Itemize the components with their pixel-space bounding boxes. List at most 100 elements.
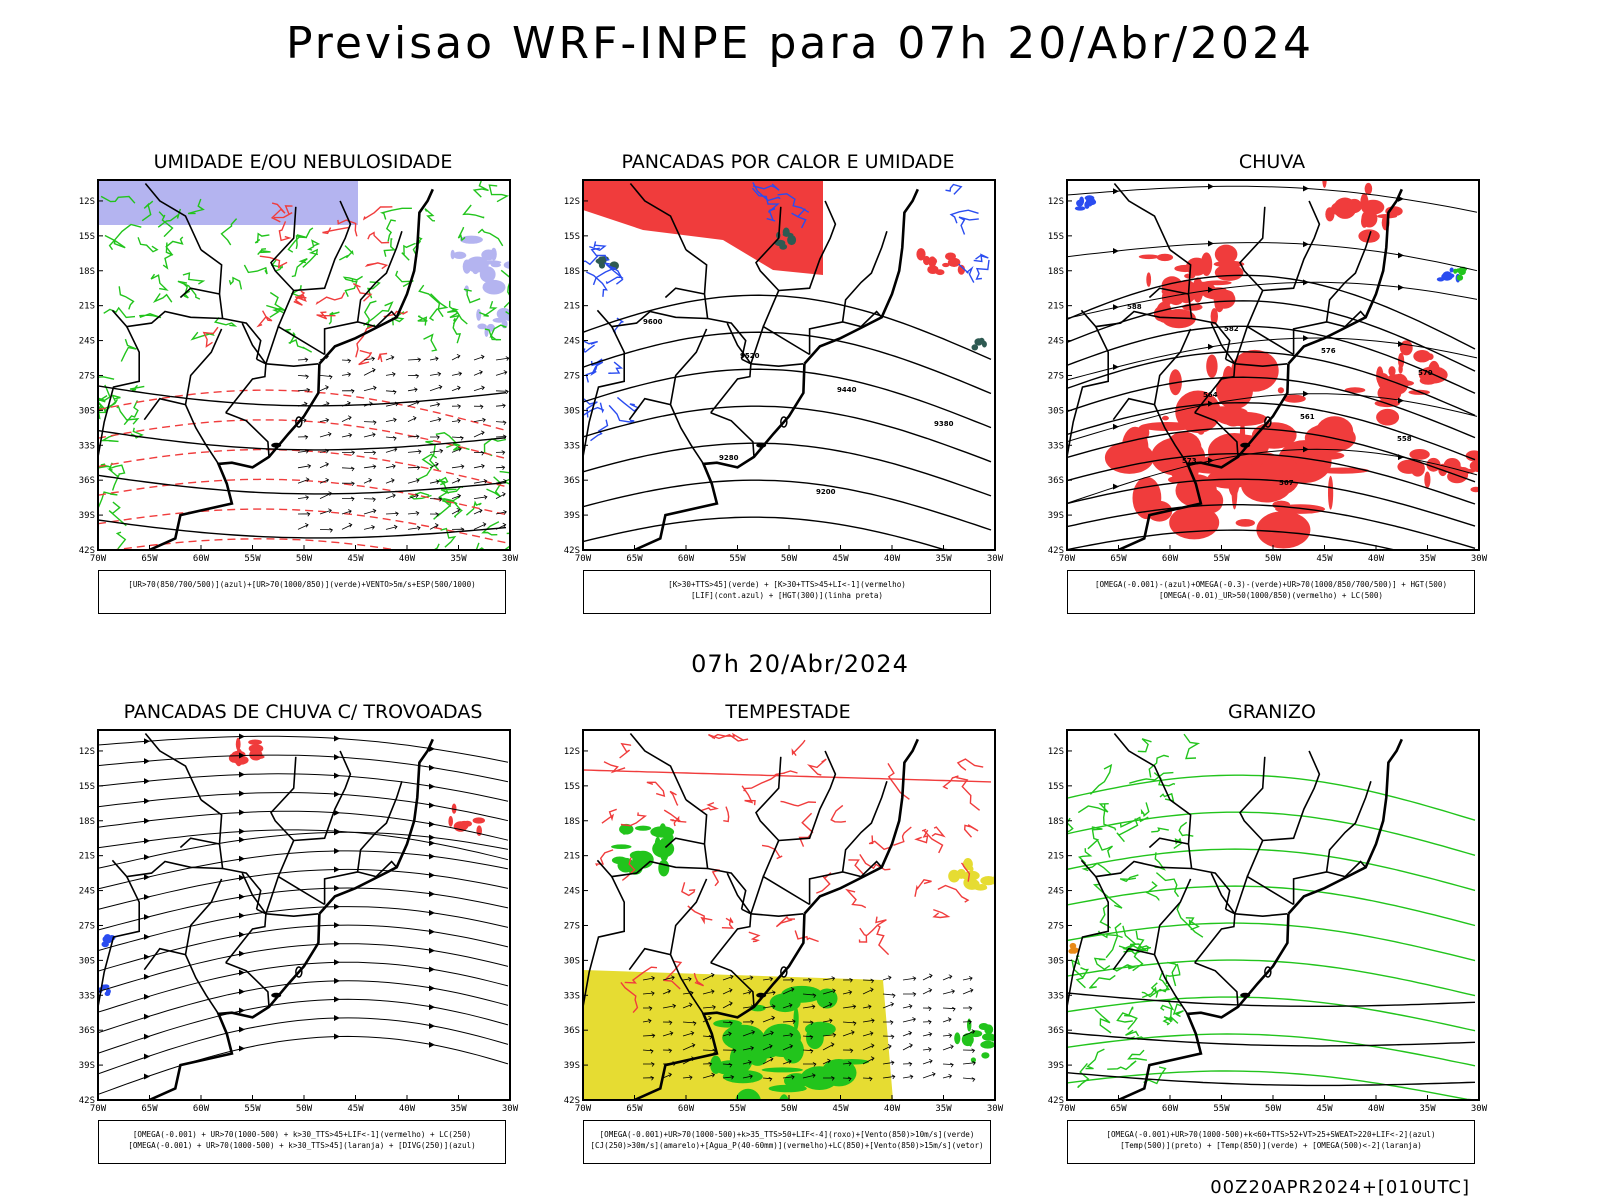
- lon-tick-label: 50W: [296, 1104, 313, 1114]
- contour-label: 567: [1279, 479, 1294, 487]
- lat-tick-label: 39S: [79, 511, 95, 521]
- lon-tick-label: 65W: [1110, 554, 1127, 564]
- lat-tick-label: 15S: [564, 232, 580, 242]
- lon-tick-label: 30W: [1471, 554, 1488, 564]
- border-line: [778, 200, 837, 292]
- contour-label: 9600: [643, 318, 663, 326]
- lat-tick-label: 24S: [79, 887, 95, 897]
- divergence-blue-area: [101, 934, 116, 948]
- border-line: [357, 860, 398, 878]
- border-line: [265, 325, 326, 365]
- border-line: [1080, 309, 1192, 328]
- legend-text: [OMEGA(-0.001)-(azul)+OMEGA(-0.3)-(verde…: [1094, 580, 1448, 589]
- lat-tick-label: 42S: [564, 546, 580, 556]
- border-line: [726, 322, 752, 365]
- lon-tick-label: 30W: [987, 554, 1004, 564]
- lon-tick-label: 55W: [244, 1104, 261, 1114]
- wind850-green-area: [611, 823, 675, 877]
- map-layers: 588 582 576 570 564 561 558 573 567: [1067, 180, 1479, 550]
- contour-label: 588: [1127, 303, 1142, 311]
- border-line: [1234, 913, 1288, 918]
- border-line: [1113, 732, 1171, 801]
- lat-tick-label: 12S: [1048, 197, 1064, 207]
- border-line: [265, 913, 319, 918]
- border-line: [583, 326, 625, 458]
- legend-box: [OMEGA(-0.001) + UR>70(1000-500) + k>30_…: [98, 1120, 506, 1164]
- lon-tick-label: 65W: [1110, 1104, 1127, 1114]
- border-line: [179, 287, 220, 299]
- lat-tick-label: 39S: [79, 1061, 95, 1071]
- lat-tick-label: 15S: [79, 232, 95, 242]
- border-line: [628, 947, 671, 971]
- panel-pancadas-calor: PANCADAS POR CALOR E UMIDADE 9600 9520 9440…: [543, 145, 1004, 615]
- border-line: [1148, 287, 1189, 299]
- forecast-map: 9600 9520 9440 9380 9280 9200 12S 15S 18S 21S 24S 2…: [564, 179, 1004, 564]
- panel-umidade: UMIDADE E/OU NEBULOSIDADE 12S 15S 18S 21S 24S…: [58, 145, 519, 615]
- lagoa-mirim: [1240, 992, 1251, 998]
- border-line: [1292, 230, 1372, 355]
- lon-tick-label: 40W: [884, 554, 901, 564]
- lat-tick-label: 33S: [564, 991, 580, 1001]
- instability-red-area: [916, 248, 966, 276]
- border-line: [750, 325, 811, 365]
- panel-granizo: GRANIZO 12S 15S 18S 21S 24S 27S 30S 33S 36S 39S 42S…: [1027, 695, 1488, 1165]
- lon-tick-label: 50W: [1265, 1104, 1282, 1114]
- lat-tick-label: 12S: [564, 197, 580, 207]
- lon-tick-label: 30W: [987, 1104, 1004, 1114]
- border-line: [710, 411, 755, 457]
- border-line: [1326, 310, 1367, 328]
- valid-time-title: 07h 20/Abr/2024: [691, 650, 909, 678]
- border-line: [710, 961, 755, 1007]
- lat-tick-label: 27S: [79, 921, 95, 931]
- legend-text: [K>30+TTS>45](verde) + [K>30+TTS>45+LI<-…: [668, 580, 906, 589]
- border-line: [710, 908, 752, 964]
- border-line: [1112, 397, 1155, 421]
- lon-tick-label: 55W: [729, 554, 746, 564]
- lon-tick-label: 35W: [450, 554, 467, 564]
- contour-label: 9380: [934, 420, 954, 428]
- map-layers: [98, 180, 510, 550]
- lagoa-mirim: [271, 442, 282, 448]
- border-line: [1112, 947, 1155, 971]
- lat-tick-label: 27S: [1048, 371, 1064, 381]
- border-line: [1262, 200, 1321, 292]
- instability-green-area: [595, 256, 619, 270]
- coastline-east: [803, 188, 919, 365]
- lon-tick-label: 45W: [347, 554, 364, 564]
- lon-tick-label: 45W: [1316, 554, 1333, 564]
- contour-label: 9200: [816, 488, 836, 496]
- lon-tick-label: 70W: [1059, 554, 1076, 564]
- political-borders: [583, 732, 919, 1100]
- lat-tick-label: 36S: [1048, 1026, 1064, 1036]
- lat-tick-label: 24S: [1048, 887, 1064, 897]
- border-line: [144, 732, 202, 801]
- legend-box: [OMEGA(-0.001)+UR>70(1000-500)+k>35_TTS>…: [583, 1120, 991, 1164]
- lon-tick-label: 70W: [575, 1104, 592, 1114]
- lon-tick-label: 45W: [832, 554, 849, 564]
- streamline-red: [583, 769, 992, 783]
- lon-tick-label: 50W: [1265, 554, 1282, 564]
- lat-tick-label: 36S: [79, 1026, 95, 1036]
- legend-text: [Temp(500)](preto) + [Temp(850)](verde) …: [1120, 1141, 1422, 1150]
- border-line: [265, 363, 319, 368]
- contour-label: 582: [1224, 325, 1239, 333]
- lat-tick-label: 18S: [1048, 817, 1064, 827]
- lagoa-dos-patos: [780, 416, 788, 428]
- lon-tick-label: 35W: [450, 1104, 467, 1114]
- border-line: [596, 859, 708, 878]
- lon-tick-label: 50W: [781, 554, 798, 564]
- political-borders: [1067, 732, 1403, 1100]
- contour-label: 576: [1321, 347, 1336, 355]
- border-line: [629, 732, 687, 801]
- lat-tick-label: 24S: [564, 337, 580, 347]
- lagoa-mirim: [1240, 442, 1251, 448]
- lc250-streamlines: [98, 733, 509, 1095]
- border-line: [1326, 860, 1367, 878]
- border-line: [628, 397, 671, 421]
- lat-tick-label: 33S: [1048, 441, 1064, 451]
- legend-box: [OMEGA(-0.001)-(azul)+OMEGA(-0.3)-(verde…: [1067, 570, 1475, 614]
- lat-tick-label: 21S: [564, 302, 580, 312]
- legend-text: [OMEGA(-0.001) + UR>70(1000-500) + k>30_…: [128, 1141, 476, 1150]
- border-line: [323, 230, 403, 355]
